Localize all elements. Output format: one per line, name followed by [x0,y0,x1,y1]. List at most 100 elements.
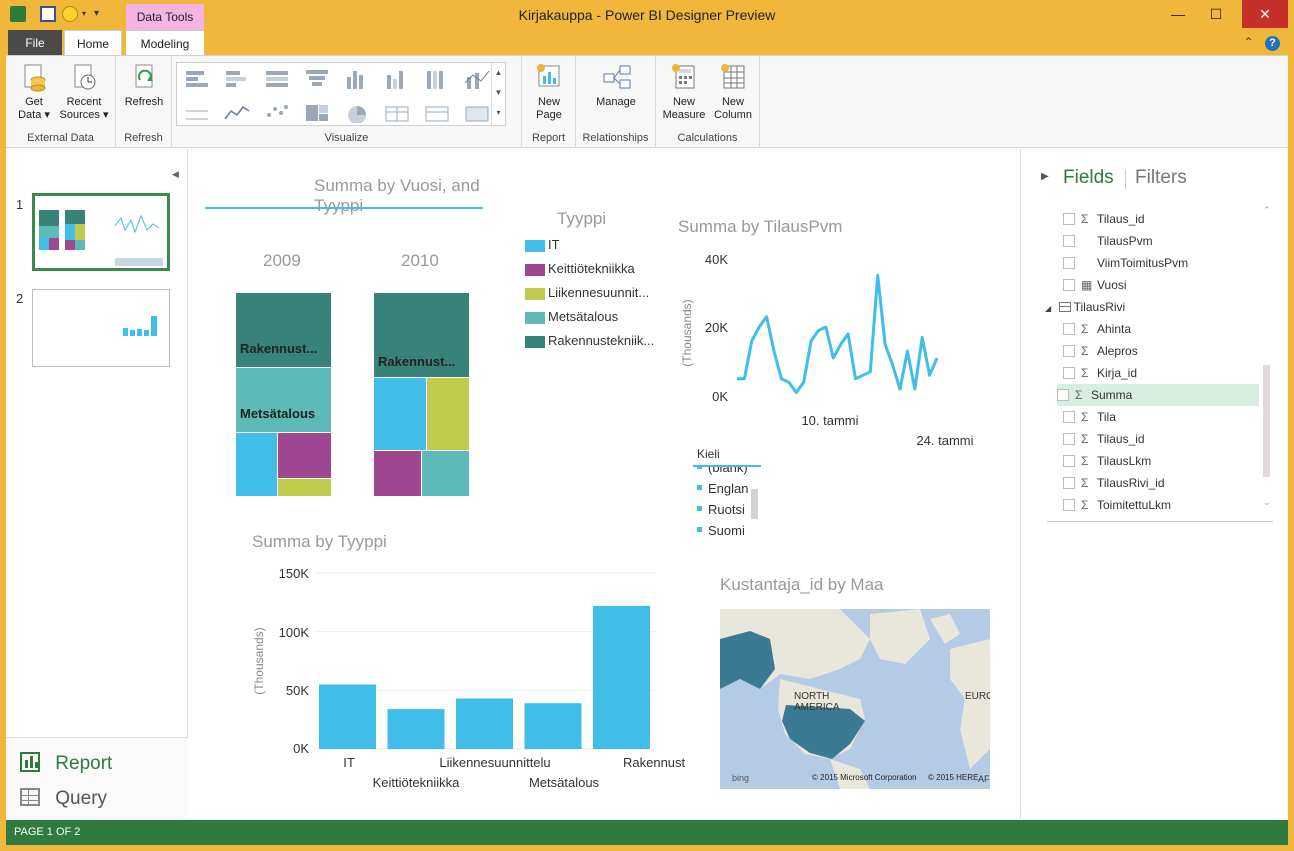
treemap-visual[interactable]: Summa by Vuosi, and Tyyppi 2009 2010 Rak… [205,171,505,501]
card-icon[interactable] [423,99,451,123]
field-checkbox[interactable] [1063,433,1075,445]
table-tilausrivi[interactable]: ◢ TilausRivi [1045,296,1125,318]
bar-metsätalous[interactable] [524,703,582,749]
stacked-bar-icon[interactable] [183,67,211,91]
slicer-item-blank[interactable]: (blank) [697,467,748,475]
legend-item-keittiotekniikka[interactable]: Keittiötekniikka [525,261,665,279]
field-tilaus-id[interactable]: Σ Tilaus_id [1063,208,1273,230]
clustered-bar-icon[interactable] [223,67,251,91]
slicer-item-ruotsi[interactable]: Ruotsi [697,502,745,517]
fields-scrollbar[interactable] [1263,365,1270,477]
slicer-item-suomi[interactable]: Suomi [697,523,745,538]
new-column-button[interactable]: New Column [710,62,756,122]
treemap-tile-liikennesuunnittelu-2010[interactable] [427,378,469,450]
slicer-item-englanti[interactable]: Englan [697,481,748,496]
get-data-button[interactable]: Get Data ▾ [16,62,52,122]
query-view-button[interactable]: Query [20,788,107,810]
treemap-tile-metsatalous-2009[interactable]: Metsätalous [236,368,331,432]
collapse-pages-icon[interactable]: ◀ [172,169,179,179]
treemap-tile-it-2010[interactable] [374,378,426,450]
treemap-tile-rakennustekniikka-2009[interactable]: Rakennust... [236,293,331,367]
matrix-icon[interactable] [183,99,211,123]
bar-chart-visual[interactable]: Summa by Tyyppi (Thousands) 150K 100K 50… [245,529,685,799]
recent-sources-button[interactable]: Recent Sources ▾ [58,62,110,122]
field-alepros[interactable]: Σ Alepros [1063,340,1273,362]
field-tilauspvm[interactable]: TilausPvm [1063,230,1273,252]
treemap-tile-keittiotekniikka-2010[interactable] [374,451,421,496]
tab-home[interactable]: Home [64,30,122,56]
page-thumbnail-2[interactable] [32,289,170,367]
field-summa[interactable]: Σ Summa [1057,384,1259,406]
tab-filters[interactable]: Filters [1135,167,1187,188]
customize-qat-icon[interactable]: ▾ [94,8,100,19]
save-icon[interactable] [40,6,56,22]
field-checkbox[interactable] [1063,367,1075,379]
maximize-button[interactable]: ☐ [1209,6,1223,22]
page-thumbnail-1[interactable] [32,193,170,271]
field-checkbox[interactable] [1063,257,1075,269]
field-vuosi[interactable]: ▦ Vuosi [1063,274,1273,296]
tab-fields[interactable]: Fields [1063,167,1114,188]
visualization-gallery[interactable]: ▲ ▼ ▾ [176,62,506,126]
field-checkbox[interactable] [1063,213,1075,225]
field-checkbox[interactable] [1057,389,1069,401]
new-measure-button[interactable]: New Measure [660,62,708,122]
legend-item-liikennesuunnittelu[interactable]: Liikennesuunnit... [525,285,665,303]
kieli-slicer[interactable]: Kieli (blank) Englan Ruotsi Suomi [693,445,763,545]
field-checkbox[interactable] [1063,323,1075,335]
scroll-down-icon[interactable]: ⌄ [1263,497,1271,507]
scroll-up-icon[interactable]: ⌃ [1263,205,1271,215]
smiley-dropdown-icon[interactable]: ▾ [82,9,87,18]
line-chart-icon[interactable] [223,99,251,123]
field-kirja-id[interactable]: Σ Kirja_id [1063,362,1273,384]
field-checkbox[interactable] [1063,499,1075,511]
bar-rakennusteknii[interactable] [593,605,650,749]
legend-item-metsatalous[interactable]: Metsätalous [525,309,665,327]
field-checkbox[interactable] [1063,411,1075,423]
gallery-scroll[interactable]: ▲ ▼ ▾ [491,63,505,125]
field-toimitettulkm[interactable]: Σ ToimitettuLkm [1063,494,1273,516]
line-chart-visual[interactable]: Summa by TilausPvm (Thousands) 40K 20K 0… [675,213,995,453]
treemap-tile-liikennesuunnittelu-2009[interactable] [278,479,331,496]
new-page-button[interactable]: New Page [530,62,568,122]
field-checkbox[interactable] [1063,279,1075,291]
bar-liikennesuunnittelu[interactable] [456,698,513,750]
map-icon[interactable] [463,99,491,123]
line-series[interactable] [737,273,939,395]
slicer-scrollbar[interactable] [751,489,758,519]
funnel-icon[interactable] [303,67,331,91]
help-icon[interactable]: ? [1265,36,1280,51]
tab-file[interactable]: File [8,30,62,56]
scatter-chart-icon[interactable] [263,99,291,123]
treemap-tile-metsatalous-2010[interactable] [422,451,469,496]
field-tilauslkm[interactable]: Σ TilausLkm [1063,450,1273,472]
bar-it[interactable] [319,684,376,750]
field-tilaus-id[interactable]: Σ Tilaus_id [1063,428,1273,450]
100-column-icon[interactable] [423,67,451,91]
bar-keittiötekniikka[interactable] [387,709,445,749]
tab-modeling[interactable]: Modeling [126,30,204,56]
collapse-ribbon-icon[interactable]: ⌃ [1243,35,1254,49]
100-bar-icon[interactable] [263,67,291,91]
map-visual[interactable]: Kustantaja_id by Maa NORTH AMERICA EURO … [717,573,990,791]
minimize-button[interactable]: — [1171,6,1185,22]
field-checkbox[interactable] [1063,235,1075,247]
report-view-button[interactable]: Report [20,752,112,775]
pie-chart-icon[interactable] [343,99,371,124]
column-chart-icon[interactable] [343,67,371,91]
field-viimtoimituspvm[interactable]: ViimToimitusPvm [1063,252,1273,274]
manage-relationships-button[interactable]: Manage [590,62,642,109]
field-tilausrivi-id[interactable]: Σ TilausRivi_id [1063,472,1273,494]
smiley-icon[interactable] [62,6,78,22]
treemap-tile-keittiotekniikka-2009[interactable] [278,433,331,478]
combo-chart-icon[interactable] [463,67,491,91]
legend-item-it[interactable]: IT [525,237,665,255]
treemap-tile-it-2009[interactable] [236,433,277,496]
clustered-column-icon[interactable] [383,67,411,91]
refresh-button[interactable]: Refresh [122,62,166,109]
legend-item-rakennustekniikka[interactable]: Rakennustekniik... [525,333,665,351]
field-tila[interactable]: Σ Tila [1063,406,1273,428]
treemap-icon[interactable] [303,99,331,123]
table-icon[interactable] [383,99,411,123]
field-checkbox[interactable] [1063,455,1075,467]
